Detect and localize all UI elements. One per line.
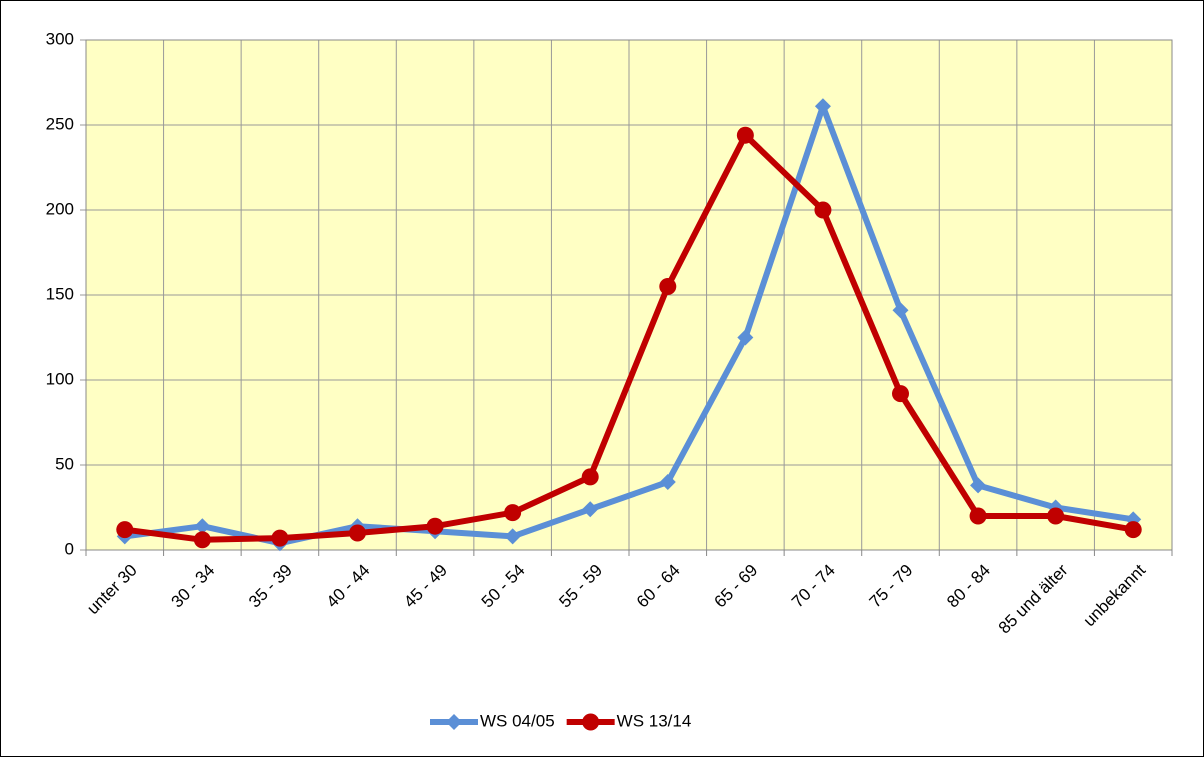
marker [814,98,831,115]
marker [737,329,754,346]
marker [814,201,832,219]
y-tick-label: 200 [46,199,74,218]
y-tick-label: 100 [46,369,74,388]
marker [659,278,677,295]
y-tick-label: 150 [46,284,74,303]
marker [736,126,754,144]
marker [194,518,211,535]
marker [504,504,522,522]
y-tick-label: 50 [55,454,74,473]
marker [892,385,909,403]
marker [581,468,599,486]
marker [426,517,444,535]
marker [504,528,521,545]
marker [1047,507,1065,525]
marker [970,477,987,494]
marker [582,501,599,518]
marker [659,474,676,490]
legend-label: WS 13/14 [617,711,692,730]
series-line [124,103,1134,547]
marker [349,524,366,542]
marker [892,302,909,319]
marker [969,507,987,525]
marker [116,521,134,539]
y-tick-label: 0 [65,539,74,558]
marker [1124,521,1142,539]
legend-label: WS 04/05 [480,711,555,730]
marker [582,713,600,731]
marker [271,529,289,547]
series-line [124,132,1134,543]
y-tick-label: 250 [46,114,74,133]
y-tick-label: 300 [46,29,74,48]
marker [446,714,462,730]
marker [193,531,211,549]
